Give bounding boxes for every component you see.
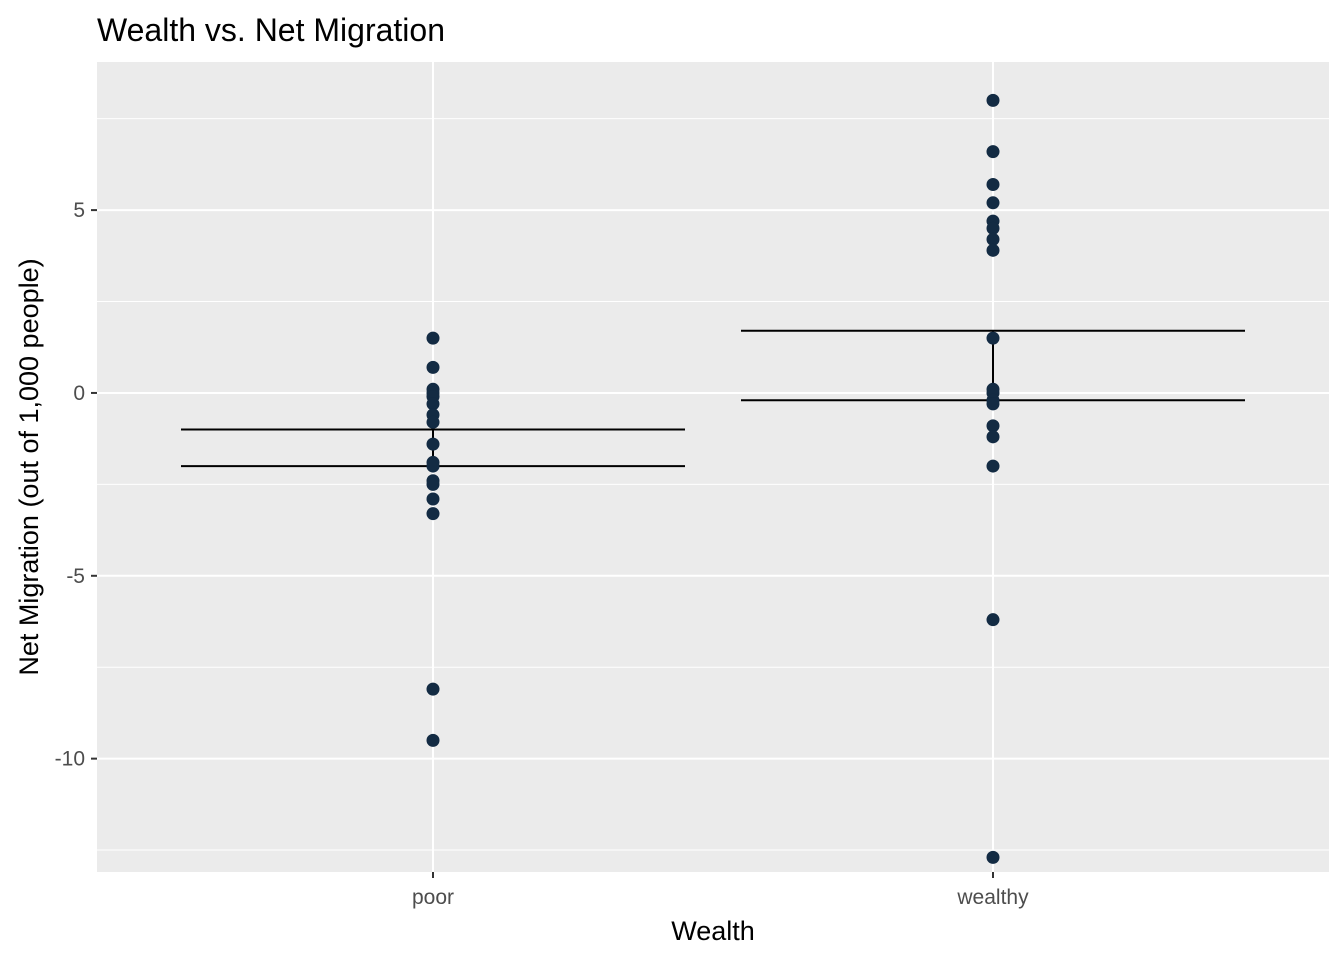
- data-point: [986, 243, 1000, 257]
- data-point: [426, 682, 440, 696]
- data-point: [986, 850, 1000, 864]
- x-axis-title: Wealth: [671, 916, 755, 946]
- data-point: [986, 430, 1000, 444]
- data-point: [986, 145, 1000, 159]
- x-axis: poor wealthy: [412, 872, 1029, 909]
- x-tick-label: wealthy: [956, 886, 1029, 909]
- data-point: [426, 477, 440, 491]
- y-tick-label: 0: [73, 382, 85, 405]
- data-point: [986, 232, 1000, 246]
- data-point: [986, 196, 1000, 210]
- data-point: [986, 331, 1000, 345]
- data-point: [426, 331, 440, 345]
- data-point: [986, 459, 1000, 473]
- data-point: [986, 93, 1000, 107]
- y-tick-label: -5: [66, 565, 85, 588]
- x-tick-label: poor: [412, 886, 454, 909]
- y-axis: -10 -5 0 5: [55, 199, 97, 771]
- data-point: [426, 733, 440, 747]
- data-point: [986, 419, 1000, 433]
- data-point: [426, 437, 440, 451]
- data-point: [426, 459, 440, 473]
- data-point: [426, 507, 440, 521]
- data-point: [426, 360, 440, 374]
- chart-title: Wealth vs. Net Migration: [97, 12, 445, 48]
- data-points: [426, 93, 1000, 864]
- minor-gridlines: [97, 118, 1329, 851]
- data-point: [986, 397, 1000, 411]
- data-point: [426, 397, 440, 411]
- y-tick-label: 5: [73, 199, 85, 222]
- y-tick-label: -10: [55, 748, 85, 771]
- data-point: [986, 613, 1000, 627]
- data-point: [986, 221, 1000, 235]
- data-point: [426, 492, 440, 506]
- y-axis-title: Net Migration (out of 1,000 people): [14, 258, 44, 675]
- data-point: [426, 415, 440, 429]
- data-point: [986, 178, 1000, 192]
